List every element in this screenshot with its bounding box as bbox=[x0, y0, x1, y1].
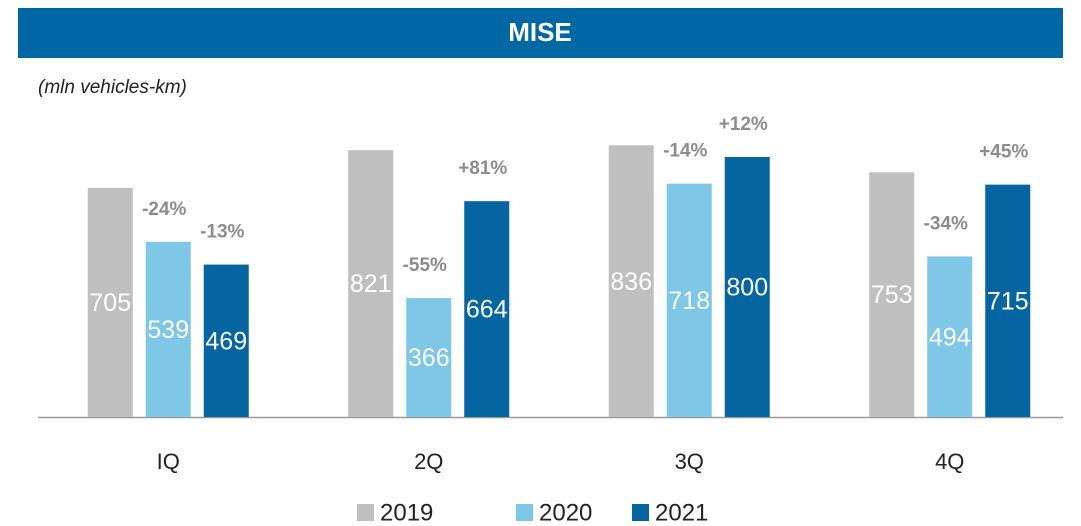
data-label: 836 bbox=[610, 268, 652, 296]
data-label: 366 bbox=[408, 344, 450, 372]
data-label: 821 bbox=[350, 270, 392, 298]
bar bbox=[406, 298, 452, 417]
change-label: -14% bbox=[663, 141, 707, 162]
title-banner bbox=[18, 8, 1063, 58]
x-tick-label: IQ bbox=[157, 449, 180, 474]
data-label: 539 bbox=[147, 316, 189, 344]
data-label: 705 bbox=[89, 289, 131, 317]
bar bbox=[87, 187, 133, 417]
bar bbox=[608, 145, 654, 418]
bar bbox=[348, 150, 394, 418]
chart-title: MISE bbox=[508, 17, 572, 47]
bar bbox=[464, 201, 510, 417]
legend-swatch bbox=[632, 504, 649, 521]
change-label: +45% bbox=[979, 142, 1028, 163]
x-tick-label: 3Q bbox=[675, 449, 704, 474]
bar bbox=[203, 264, 249, 417]
data-label: 494 bbox=[929, 323, 971, 351]
data-label: 664 bbox=[466, 296, 508, 324]
data-label: 715 bbox=[987, 287, 1029, 315]
legend-swatch bbox=[516, 504, 533, 521]
bar bbox=[985, 184, 1031, 417]
change-label: -55% bbox=[403, 255, 447, 276]
change-label: -34% bbox=[924, 213, 968, 234]
bar bbox=[145, 241, 191, 417]
legend-swatch bbox=[357, 504, 374, 521]
change-label: +12% bbox=[719, 114, 768, 135]
legend-label: 2020 bbox=[539, 499, 592, 526]
x-tick-label: 4Q bbox=[935, 449, 964, 474]
bar bbox=[869, 172, 915, 417]
data-label: 718 bbox=[668, 287, 710, 315]
data-label: 800 bbox=[726, 274, 768, 302]
bar bbox=[927, 256, 973, 417]
change-label: +81% bbox=[458, 158, 507, 179]
change-label: -24% bbox=[142, 199, 186, 220]
legend-label: 2019 bbox=[380, 499, 433, 526]
legend-label: 2021 bbox=[655, 499, 708, 526]
change-label: -13% bbox=[200, 222, 244, 243]
x-tick-label: 2Q bbox=[414, 449, 443, 474]
subtitle: (mln vehicles-km) bbox=[38, 77, 187, 98]
bar bbox=[724, 157, 770, 417]
bar bbox=[666, 183, 712, 417]
data-label: 469 bbox=[205, 327, 247, 355]
data-label: 753 bbox=[871, 281, 913, 309]
